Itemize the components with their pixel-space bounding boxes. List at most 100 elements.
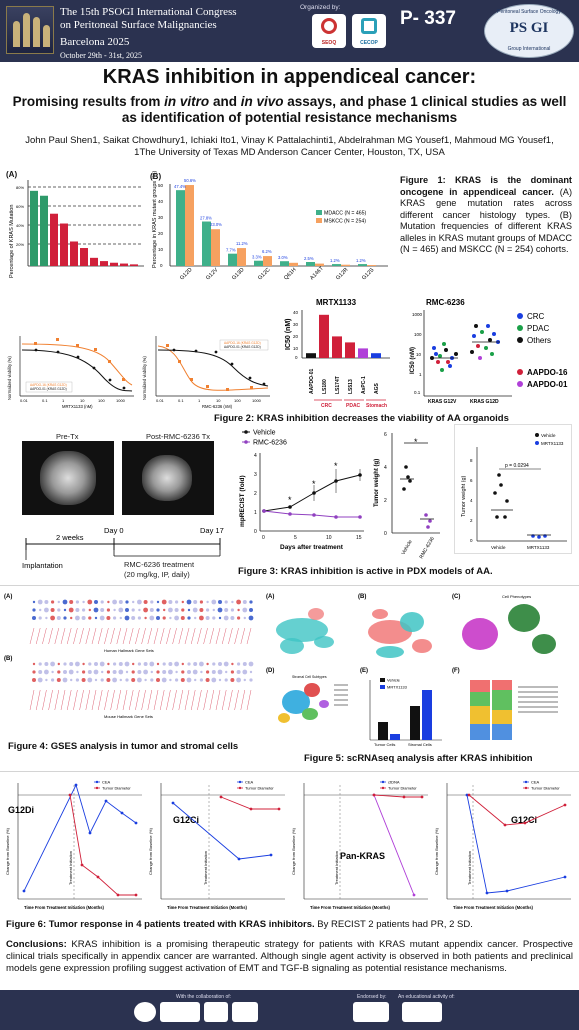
gsea-dot (100, 600, 104, 604)
svg-text:AAPDO-01 (KRAS G12D): AAPDO-01 (KRAS G12D) (30, 387, 67, 391)
gsea-dot (82, 662, 85, 666)
figure-2-dose-curves: Normalized viability (%) AAPDO-16 (KRAS … (6, 330, 276, 410)
svg-text:80%: 80% (16, 185, 24, 190)
seoq-logo: SEOQ (312, 14, 346, 48)
gsea-dot (192, 669, 198, 675)
bar-mdacc (358, 264, 367, 266)
gsea-dot (118, 669, 124, 675)
svg-text:2 weeks: 2 weeks (56, 533, 84, 542)
gsea-dot (162, 616, 166, 620)
bar-mdacc (280, 261, 289, 266)
histology-bar (30, 190, 38, 266)
svg-text:*: * (312, 479, 316, 489)
umap-b (368, 609, 432, 658)
series-point (116, 893, 120, 897)
gsea-dot (217, 607, 223, 613)
gsea-dot (75, 678, 79, 682)
figure-2-ic50-rmc: RMC-6236 IC50 (nM) 1000 100 10 1 0.1 KRAS G1… (402, 296, 574, 408)
svg-text:Time From Treatment Initiation: Time From Treatment Initiation (Months) (24, 905, 105, 910)
bar-mdacc (176, 190, 185, 266)
figure-4-caption: Figure 4: GSES analysis in tumor and str… (8, 741, 239, 752)
svg-text:Mouse Hallmark Gene Sets: Mouse Hallmark Gene Sets (104, 714, 153, 719)
gsea-dot (169, 678, 172, 682)
figure-6-caption: Figure 6: Tumor response in 4 patients t… (6, 919, 473, 930)
congress-line-2: on Peritoneal Surface Malignancies (60, 19, 217, 31)
gsea-dot (180, 616, 185, 620)
svg-text:MRTX1133: MRTX1133 (541, 441, 564, 446)
gsea-dot (149, 608, 154, 612)
gsea-dot (94, 616, 98, 620)
svg-text:AAPDO-16 (KRAS G12D): AAPDO-16 (KRAS G12D) (224, 341, 261, 345)
svg-text:Change from Baseline (%): Change from Baseline (%) (434, 827, 439, 875)
footer-collab-label: With the collaboration of: (176, 994, 232, 1000)
svg-text:4: 4 (384, 465, 387, 471)
legend-mskcc: MSKCC (N = 254) (324, 219, 366, 225)
ic50-dot (474, 324, 478, 328)
gsea-dot (44, 600, 49, 604)
svg-text:0: 0 (384, 531, 387, 537)
gsea-dot (218, 678, 222, 682)
svg-text:Tumor Diameter: Tumor Diameter (388, 786, 417, 791)
gsea-dot (230, 608, 234, 612)
gsea-dot (174, 615, 180, 621)
svg-text:1: 1 (419, 372, 422, 377)
svg-text:Change from Baseline (%): Change from Baseline (%) (5, 827, 10, 875)
svg-text:Stromal Cell Subtypes: Stromal Cell Subtypes (292, 675, 327, 679)
ic50-bar (345, 342, 355, 358)
gsea-dot (162, 662, 166, 666)
gsea-dot (175, 600, 179, 604)
svg-text:0: 0 (254, 529, 257, 535)
gsea-dot (243, 616, 246, 620)
gsea-dot (168, 669, 173, 675)
gsea-dot (237, 662, 241, 666)
gsea-dot (88, 662, 92, 666)
gsea-dot (138, 608, 141, 612)
endorse-logo (353, 1002, 389, 1022)
gsea-dot (44, 607, 49, 613)
patient-plot: Treatment Initiation Change from Baseline… (434, 780, 571, 910)
gsea-dot (242, 662, 247, 666)
svg-text:(E): (E) (360, 668, 368, 674)
svg-text:*: * (288, 495, 292, 505)
legend-rmc: RMC-6236 (253, 440, 287, 447)
divider-1 (0, 585, 579, 586)
gsea-dot (32, 616, 36, 620)
gsea-dot (51, 670, 54, 674)
gsea-dot (113, 608, 116, 612)
series-point (134, 893, 138, 897)
gsea-dot (193, 662, 198, 666)
ic50-dot (436, 360, 440, 364)
gsea-dot (63, 670, 67, 674)
bar-mskcc (289, 262, 298, 266)
umap-d: Stromal Cell Subtypes (278, 675, 348, 723)
figure-2-ic50-mrtx: MRTX1133 IC50 (nM) 40 30 20 10 0 AAPDO-01 LS1… (282, 296, 400, 412)
svg-text:CEA: CEA (245, 780, 254, 785)
gsea-dot (156, 678, 160, 682)
gsea-dot (174, 608, 179, 612)
fig1-a-label: (A) (6, 170, 18, 179)
gsea-dot (124, 661, 130, 667)
svg-text:PDAC: PDAC (346, 403, 361, 409)
svg-text:Change from Baseline (%): Change from Baseline (%) (291, 827, 296, 875)
gsea-dot (50, 608, 55, 612)
fig1-caption-text: (A) KRAS gene mutation rates across diff… (400, 186, 572, 255)
ic50-bar (358, 348, 368, 358)
gsea-dot (56, 616, 61, 620)
svg-text:2: 2 (254, 491, 257, 497)
gsea-dot (211, 599, 217, 605)
series-point (237, 857, 241, 861)
series-point (219, 795, 223, 799)
gsea-dot (193, 600, 198, 604)
ic50-line-label: AGS (374, 383, 380, 395)
svg-text:Human Hallmark Gene Sets: Human Hallmark Gene Sets (104, 648, 154, 653)
gsea-dot (62, 677, 68, 683)
author-list: John Paul Shen1, Saikat Chowdhury1, Ichi… (25, 135, 554, 146)
label-mdacc: 47.4% (174, 184, 186, 189)
series-point (171, 801, 175, 805)
gsea-dot (224, 600, 228, 604)
svg-text:Vehicle: Vehicle (541, 433, 556, 438)
gsea-dot (93, 669, 99, 675)
gsea-dot (119, 678, 123, 682)
gsea-dot (194, 616, 197, 620)
fig1a-bar-chart: Percentage of KRAS Mutation 80% 60% 40% 20% (9, 180, 144, 278)
